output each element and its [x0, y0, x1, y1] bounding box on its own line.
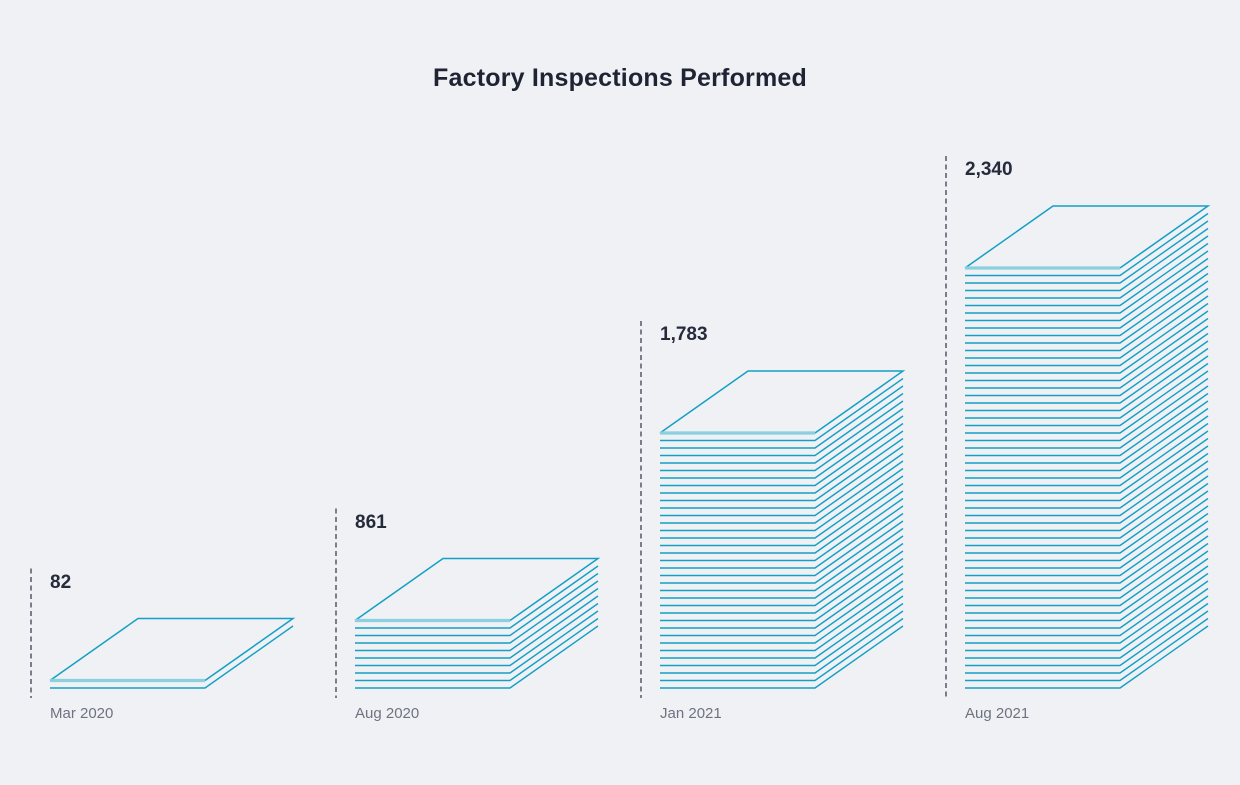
category-label-aug-2020: Aug 2020 [355, 705, 420, 722]
category-label-mar-2020: Mar 2020 [50, 705, 114, 722]
stack-top-face [659, 370, 906, 434]
sheet-layer-lines [355, 565, 599, 689]
stack-jan-2021 [640, 321, 906, 698]
value-label-aug-2020: 861 [355, 511, 387, 533]
value-label-jan-2021: 1,783 [660, 324, 708, 345]
category-label-jan-2021: Jan 2021 [660, 705, 722, 722]
stack-top-face [964, 205, 1211, 269]
stack-aug-2021 [945, 156, 1211, 698]
sheet-layer-lines [50, 625, 294, 689]
category-label-aug-2021: Aug 2021 [965, 705, 1030, 722]
sheet-layer-lines [965, 212, 1209, 689]
stack-aug-2020 [335, 508, 601, 698]
stack-top-face [354, 557, 601, 622]
value-label-aug-2021: 2,340 [965, 159, 1013, 180]
stack-mar-2020 [30, 568, 296, 698]
sheet-layer-lines [660, 377, 904, 689]
chart-title: Factory Inspections Performed [433, 64, 807, 92]
value-label-mar-2020: 82 [50, 571, 72, 593]
stack-top-face [49, 617, 296, 682]
